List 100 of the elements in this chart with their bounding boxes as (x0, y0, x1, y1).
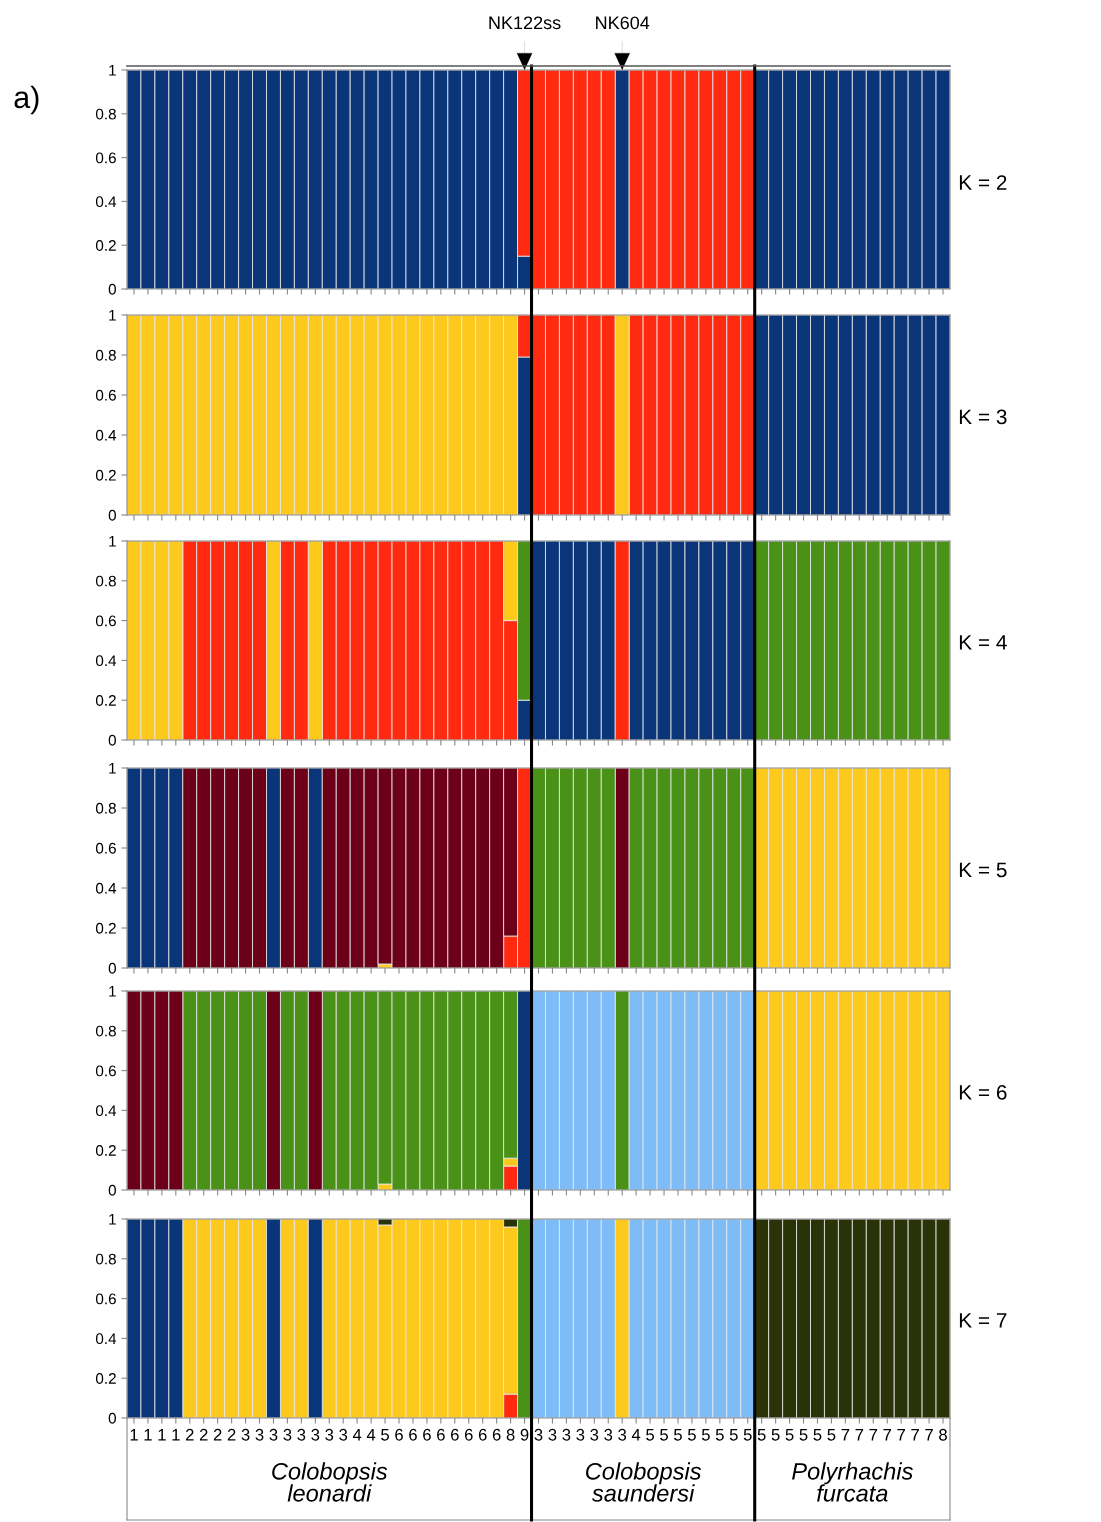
x-tick-label: 1 (144, 1429, 152, 1441)
y-tick-label: 1 (109, 536, 116, 547)
y-tick-label: 0.8 (95, 349, 116, 361)
x-tick-label: 3 (241, 1428, 250, 1441)
y-tick-label: 1 (109, 65, 116, 76)
x-tick-label: 6 (437, 1428, 445, 1441)
y-tick-label: 0.6 (95, 389, 116, 401)
x-tick-label: 5 (757, 1429, 766, 1441)
x-tick-label: 4 (631, 1429, 641, 1441)
y-tick-label: 0.2 (95, 469, 116, 481)
x-tick-label: 3 (618, 1428, 627, 1441)
x-tick-label: 3 (576, 1428, 585, 1441)
x-tick-label: 3 (339, 1428, 348, 1441)
x-tick-label: 5 (785, 1429, 794, 1441)
x-tick-label: 3 (311, 1428, 320, 1441)
x-tick-label: 8 (506, 1428, 515, 1441)
x-tick-label: 7 (841, 1429, 850, 1441)
x-tick-label: 3 (548, 1428, 557, 1441)
x-tick-label: 3 (255, 1428, 264, 1441)
x-tick-label: 6 (492, 1428, 501, 1441)
x-tick-label: 6 (478, 1428, 487, 1441)
x-tick-label: 5 (701, 1429, 710, 1441)
x-tick-label: 5 (381, 1429, 389, 1441)
annotation: NK604 (596, 16, 650, 30)
x-tick-label: 5 (674, 1429, 682, 1441)
text: Polyrhachis furcata (792, 1462, 913, 1502)
x-tick-label: 4 (352, 1429, 362, 1441)
x-tick-label: 6 (409, 1428, 417, 1441)
y-tick-label: 0.6 (95, 1293, 116, 1305)
y-tick-label: 0 (108, 962, 116, 974)
x-tick-label: 3 (325, 1428, 334, 1441)
x-tick-label: 2 (213, 1428, 222, 1441)
y-tick-label: 0 (108, 1184, 116, 1196)
x-tick-label: 5 (827, 1429, 836, 1441)
x-tick-label: 5 (660, 1429, 668, 1441)
text: K = 3 (959, 409, 1007, 425)
x-tick-label: 5 (715, 1429, 724, 1441)
text: K = 4 (959, 635, 1007, 650)
x-tick-label: 6 (464, 1428, 473, 1441)
y-tick-label: 0.6 (95, 615, 116, 627)
y-tick-label: 0.2 (95, 695, 116, 706)
x-tick-label: 3 (297, 1428, 306, 1441)
x-tick-label: 5 (799, 1429, 808, 1441)
y-tick-label: 1 (109, 763, 116, 774)
y-tick-label: 0.4 (95, 429, 117, 441)
x-tick-label: 7 (869, 1429, 878, 1441)
y-tick-label: 0 (108, 734, 116, 746)
text: a) (14, 85, 39, 115)
y-tick-label: 0.4 (95, 882, 117, 894)
x-tick-label: 5 (729, 1429, 738, 1441)
x-tick-label: 7 (883, 1429, 892, 1441)
y-tick-label: 0.2 (95, 1373, 116, 1384)
x-tick-label: 7 (897, 1429, 905, 1441)
y-tick-label: 0.8 (95, 575, 116, 587)
x-tick-label: 6 (395, 1428, 403, 1441)
x-tick-label: 7 (911, 1429, 919, 1441)
y-tick-label: 0.2 (95, 240, 116, 251)
annotation: NK122ss (489, 16, 561, 30)
x-tick-label: 3 (269, 1428, 278, 1441)
x-tick-label: 5 (771, 1429, 780, 1441)
x-tick-label: 3 (604, 1428, 613, 1441)
y-tick-label: 0 (108, 509, 116, 521)
x-tick-label: 5 (687, 1429, 696, 1441)
y-tick-label: 0.6 (95, 1065, 116, 1077)
y-tick-label: 0.2 (95, 922, 116, 934)
text: K = 2 (959, 175, 1007, 190)
x-tick-label: 3 (534, 1428, 543, 1441)
x-tick-label: 1 (130, 1429, 138, 1441)
y-tick-label: 0.4 (95, 655, 117, 667)
y-tick-label: 0.8 (95, 1253, 116, 1265)
x-tick-label: 8 (939, 1428, 947, 1441)
x-tick-label: 3 (283, 1428, 292, 1441)
x-tick-label: 1 (158, 1429, 166, 1441)
x-tick-label: 4 (366, 1429, 376, 1441)
y-tick-label: 0.8 (95, 802, 116, 814)
y-tick-label: 1 (109, 310, 116, 321)
x-tick-label: 2 (199, 1428, 208, 1441)
y-tick-label: 0 (108, 283, 116, 295)
x-tick-label: 6 (423, 1428, 431, 1441)
y-tick-label: 1 (109, 1214, 116, 1225)
y-tick-label: 0 (108, 1412, 116, 1424)
y-tick-label: 0.4 (95, 1105, 117, 1117)
y-tick-label: 0.8 (95, 1025, 116, 1037)
x-tick-label: 7 (925, 1429, 933, 1441)
y-tick-label: 0.8 (95, 108, 116, 120)
x-tick-label: 5 (646, 1429, 655, 1441)
y-tick-label: 0.6 (95, 152, 116, 164)
text: K = 5 (959, 862, 1007, 878)
text: Colobopsis saundersi (586, 1462, 702, 1502)
text: K = 7 (959, 1313, 1007, 1328)
y-tick-label: 0.4 (95, 196, 117, 208)
text: K = 6 (959, 1084, 1007, 1100)
y-tick-label: 0.2 (95, 1145, 116, 1156)
x-tick-label: 5 (813, 1429, 822, 1441)
x-tick-label: 3 (590, 1428, 599, 1441)
x-tick-label: 2 (227, 1428, 236, 1441)
y-tick-label: 0.6 (95, 842, 116, 854)
y-tick-label: 1 (109, 986, 116, 997)
x-tick-label: 9 (520, 1428, 529, 1441)
x-tick-label: 3 (562, 1428, 571, 1441)
